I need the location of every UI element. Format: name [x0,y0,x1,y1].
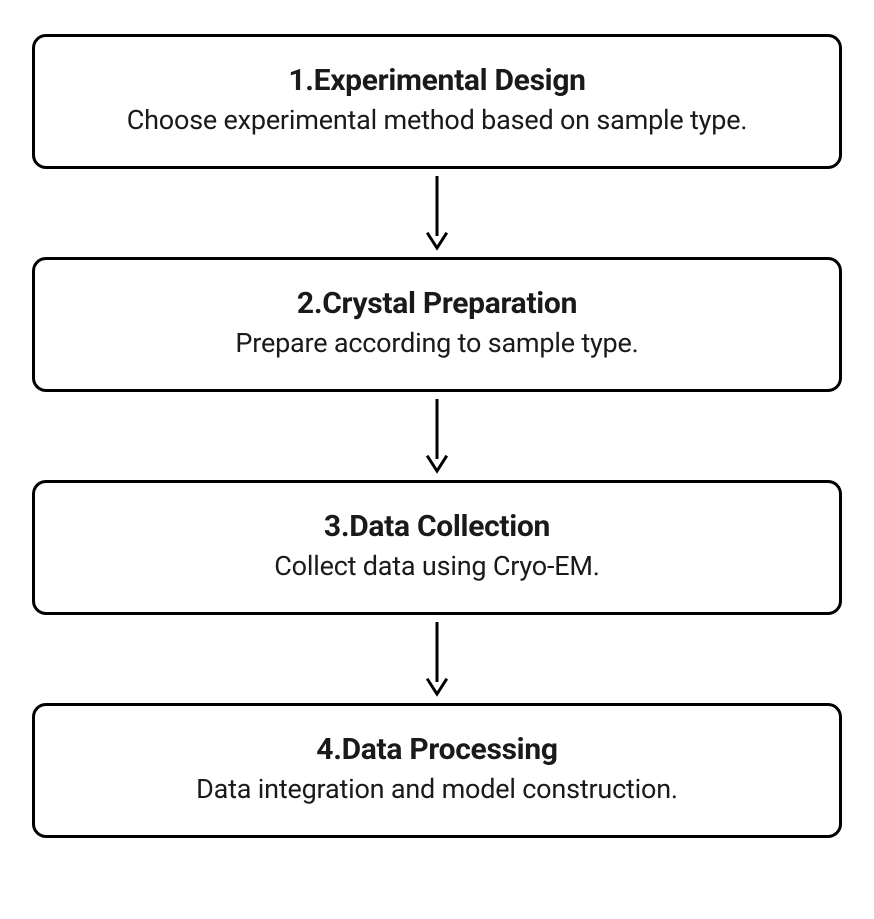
flow-node-4: 4.Data Processing Data integration and m… [32,703,842,838]
arrow-down-icon [425,174,449,252]
arrow-down-icon [425,397,449,475]
flow-arrow-2 [425,392,449,480]
flow-node-4-title: 4.Data Processing [55,732,819,767]
flow-node-2-title: 2.Crystal Preparation [55,286,819,321]
flow-arrow-1 [425,169,449,257]
flow-node-3: 3.Data Collection Collect data using Cry… [32,480,842,615]
flow-node-3-desc: Collect data using Cryo-EM. [55,550,819,582]
flow-arrow-3 [425,615,449,703]
flow-node-2: 2.Crystal Preparation Prepare according … [32,257,842,392]
flow-node-2-desc: Prepare according to sample type. [55,327,819,359]
arrow-down-icon [425,620,449,698]
flow-node-1: 1.Experimental Design Choose experimenta… [32,34,842,169]
flow-node-4-desc: Data integration and model construction. [55,773,819,805]
flow-node-3-title: 3.Data Collection [55,509,819,544]
flow-node-1-desc: Choose experimental method based on samp… [55,104,819,136]
flow-node-1-title: 1.Experimental Design [55,63,819,98]
